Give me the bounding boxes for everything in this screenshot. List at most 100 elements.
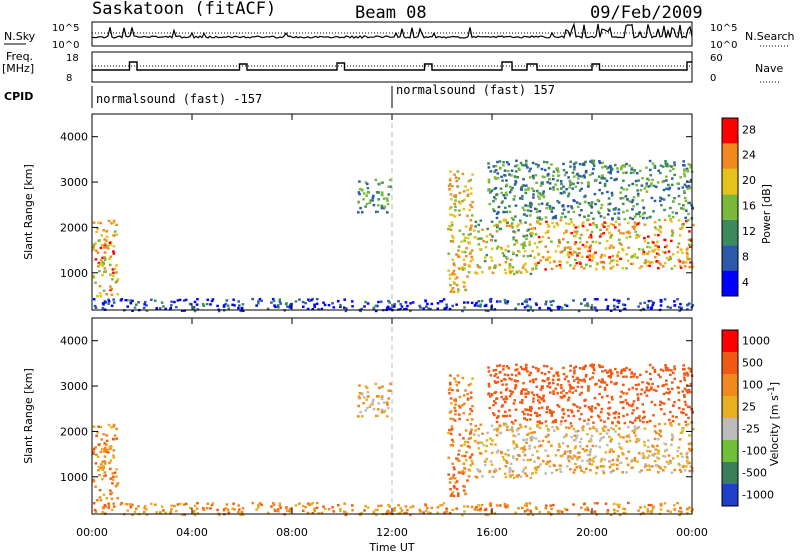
power-echo-cell: [380, 206, 384, 210]
velocity-echo-cell: [627, 434, 630, 437]
velocity-echo-cell: [596, 502, 599, 505]
power-echo-cell: [573, 168, 576, 171]
power-echo-cell: [569, 180, 572, 184]
velocity-echo-cell: [528, 407, 532, 411]
velocity-echo-cell: [461, 513, 464, 517]
power-echo-cell: [455, 303, 458, 306]
velocity-echo-cell: [463, 454, 467, 458]
power-echo-cell: [557, 170, 560, 173]
power-echo-cell: [129, 302, 133, 305]
velocity-echo-cell: [103, 447, 107, 451]
noise-right-tick-top: 10^5: [710, 23, 737, 34]
velocity-echo-cell: [582, 425, 585, 428]
velocity-echo-cell: [593, 510, 596, 513]
velocity-echo-cell: [579, 506, 583, 509]
velocity-echo-cell: [517, 433, 520, 436]
power-echo-cell: [145, 304, 148, 307]
velocity-echo-cell: [449, 477, 453, 480]
power-echo-cell: [470, 249, 474, 252]
velocity-echo-cell: [322, 505, 325, 508]
power-echo-cell: [472, 229, 476, 232]
power-echo-cell: [530, 227, 533, 231]
velocity-echo-cell: [690, 443, 693, 446]
velocity-echo-cell: [153, 503, 157, 506]
velocity-echo-cell: [461, 470, 464, 473]
velocity-echo-cell: [559, 384, 563, 387]
velocity-echo-cell: [550, 471, 554, 475]
power-echo-cell: [669, 169, 672, 173]
power-echo-cell: [588, 173, 592, 177]
power-echo-cell: [601, 177, 604, 180]
velocity-echo-cell: [488, 471, 491, 474]
velocity-echo-cell: [94, 446, 97, 449]
velocity-echo-cell: [539, 388, 543, 391]
power-echo-cell: [508, 267, 511, 270]
power-echo-cell: [102, 261, 105, 264]
velocity-echo-cell: [447, 456, 451, 459]
velocity-echo-cell: [459, 471, 462, 475]
velocity-echo-cell: [584, 508, 587, 511]
velocity-echo-cell: [554, 418, 557, 422]
velocity-echo-cell: [565, 508, 569, 512]
power-echo-cell: [548, 187, 552, 190]
velocity-echo-cell: [498, 424, 501, 428]
velocity-echo-cell: [688, 506, 691, 509]
velocity-echo-cell: [504, 400, 507, 404]
velocity-echo-cell: [621, 453, 625, 456]
power-echo-cell: [108, 241, 112, 245]
velocity-echo-cell: [517, 427, 520, 430]
power-echo-cell: [538, 306, 542, 310]
power-echo-cell: [584, 200, 587, 204]
velocity-echo-cell: [573, 372, 576, 375]
power-echo-cell: [608, 202, 612, 205]
power-echo-cell: [559, 260, 562, 263]
velocity-echo-cell: [450, 425, 454, 428]
power-echo-cell: [665, 256, 669, 260]
power-echo-cell: [569, 247, 572, 251]
velocity-echo-cell: [454, 413, 457, 416]
power-echo-cell: [458, 229, 462, 232]
power-echo-cell: [184, 298, 188, 302]
power-echo-cell: [584, 169, 588, 173]
power-echo-cell: [448, 188, 451, 191]
velocity-echo-cell: [587, 387, 590, 390]
velocity-echo-cell: [368, 405, 372, 409]
velocity-echo-cell: [563, 377, 567, 381]
velocity-echo-cell: [487, 366, 490, 369]
power-echo-cell: [504, 261, 508, 264]
noise-left-label: N.Sky: [4, 30, 36, 43]
velocity-echo-cell: [590, 510, 593, 513]
velocity-echo-cell: [662, 392, 666, 396]
velocity-echo-cell: [589, 448, 593, 451]
power-echo-cell: [521, 266, 525, 269]
velocity-echo-cell: [582, 378, 586, 381]
power-echo-cell: [548, 256, 552, 259]
power-echo-cell: [471, 258, 474, 261]
power-echo-cell: [449, 213, 452, 216]
velocity-echo-cell: [485, 457, 489, 461]
velocity-echo-cell: [298, 502, 301, 505]
power-echo-cell: [479, 248, 482, 251]
velocity-echo-cell: [477, 434, 480, 437]
velocity-echo-cell: [534, 366, 538, 370]
velocity-echo-cell: [584, 373, 588, 377]
velocity-echo-cell: [616, 374, 620, 377]
velocity-echo-cell: [584, 398, 587, 402]
power-echo-cell: [102, 246, 106, 249]
power-echo-cell: [512, 218, 515, 221]
velocity-echo-cell: [508, 409, 511, 412]
velocity-echo-cell: [603, 425, 606, 428]
power-echo-cell: [454, 205, 457, 209]
power-echo-cell: [630, 167, 634, 170]
velocity-echo-cell: [539, 426, 542, 430]
power-echo-cell: [523, 241, 526, 244]
velocity-echo-cell: [448, 383, 452, 386]
velocity-echo-cell: [561, 408, 564, 412]
power-echo-cell: [271, 297, 275, 301]
power-echo-cell: [588, 223, 592, 226]
power-echo-cell: [449, 290, 453, 293]
velocity-echo-cell: [554, 387, 557, 390]
velocity-echo-cell: [601, 370, 604, 373]
velocity-echo-cell: [530, 391, 534, 394]
velocity-echo-data: [92, 363, 695, 517]
